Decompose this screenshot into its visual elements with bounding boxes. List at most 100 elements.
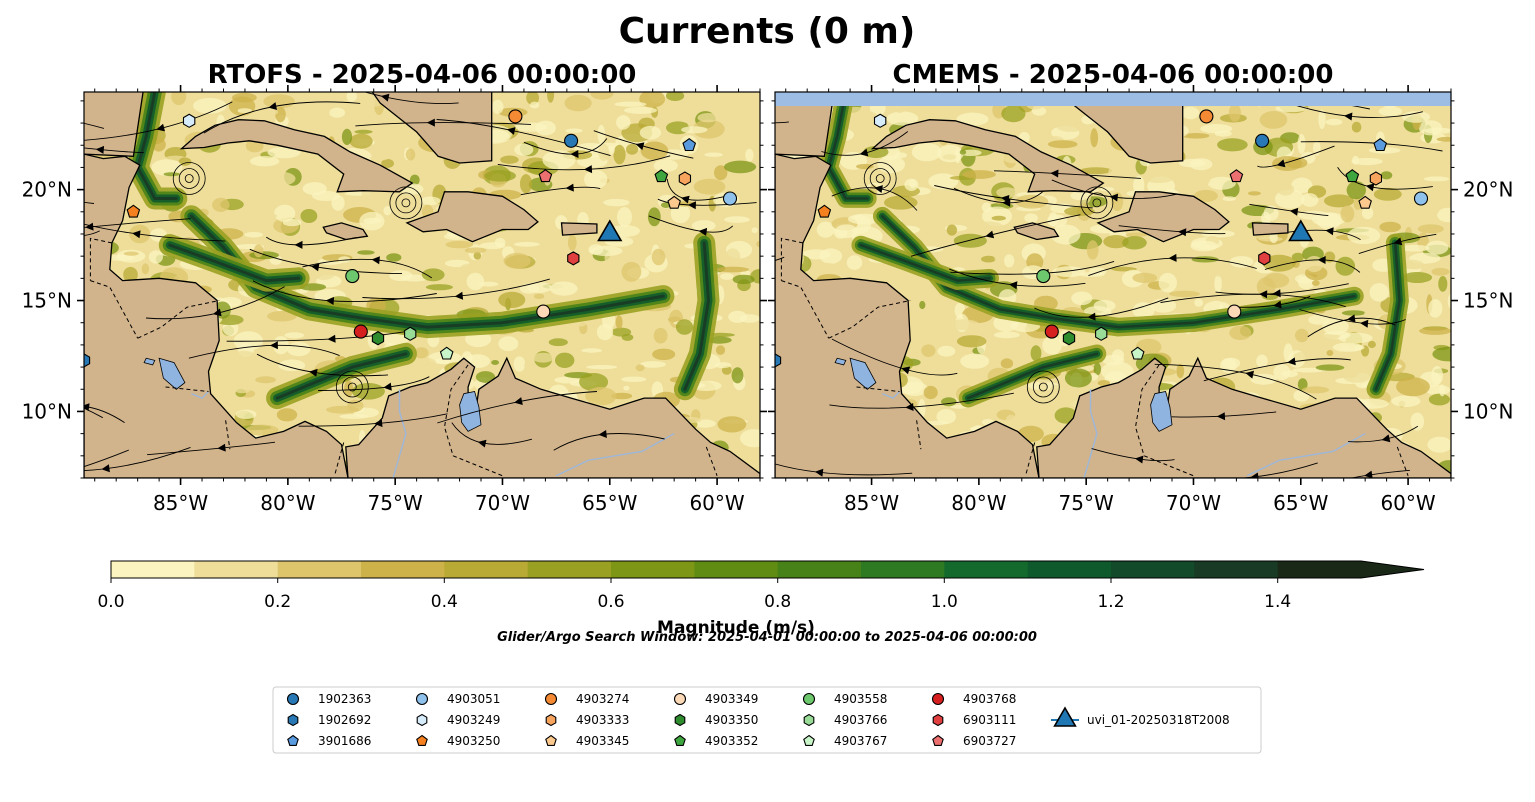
marker-4903249 [182, 113, 196, 128]
y-tick-label: 15°N [1463, 289, 1513, 313]
eddy [1092, 198, 1102, 208]
marker-4903766 [1095, 326, 1108, 341]
colorbar-tick-label: 1.0 [931, 592, 958, 612]
land-bahamas [1062, 92, 1184, 164]
marker-4903558 [1036, 269, 1051, 284]
lake-maracaibo [459, 391, 482, 432]
y-tick-label: 10°N [1463, 399, 1513, 423]
colorbar-tick-label: 1.4 [1264, 592, 1291, 612]
map-panel-rtofs: RTOFS - 2025-04-06 00:00:00 85°W 80°W 75°W… [22, 60, 767, 515]
land-masses [775, 92, 1451, 478]
panel-title-rtofs: RTOFS - 2025-04-06 00:00:00 [208, 60, 637, 90]
legend-label: 4903333 [576, 713, 629, 727]
river [882, 390, 901, 399]
country-border [334, 442, 345, 474]
eddy [863, 162, 897, 195]
eddy [335, 370, 369, 404]
legend-marker-4903274 [544, 692, 558, 706]
colorbar-segment [694, 561, 779, 578]
legend-item-1902692: 1902692 [287, 713, 371, 727]
eddy [1032, 376, 1054, 398]
legend-label: 6903111 [963, 713, 1016, 727]
legend-item-4903350: 4903350 [674, 713, 758, 727]
land-bahamas [371, 92, 493, 164]
marker-4903558 [345, 269, 360, 284]
x-tick-label: 60°W [1380, 491, 1435, 515]
marker-4903333 [678, 171, 692, 186]
marker-4903349 [536, 304, 551, 319]
marker-4903767 [439, 346, 454, 360]
legend-marker-1902363 [286, 692, 300, 706]
legend-item-4903352: 4903352 [674, 734, 758, 748]
country-border [225, 420, 231, 450]
river [555, 432, 675, 477]
colorbar-segment [777, 561, 862, 578]
colorbar-segment [527, 561, 612, 578]
legend-marker-1902692 [287, 713, 299, 727]
x-tick-label: 80°W [951, 491, 1006, 515]
eddy [347, 382, 357, 392]
legend-item-uvi_01-20250318T2008: uvi_01-20250318T2008 [1051, 706, 1230, 727]
legend-label: 4903558 [834, 692, 887, 706]
country-border [856, 386, 900, 392]
land-central-america [775, 153, 1040, 478]
land-south-america [345, 356, 760, 478]
legend-label: 4903767 [834, 734, 887, 748]
legend-marker-4903350 [674, 713, 686, 727]
marker-4903349 [1227, 304, 1242, 319]
legend-item-4903349: 4903349 [673, 692, 758, 706]
legend-item-3901686: 3901686 [287, 734, 371, 748]
x-tick-label: 75°W [1059, 491, 1114, 515]
panel-title-cmems: CMEMS - 2025-04-06 00:00:00 [893, 60, 1334, 90]
legend-item-4903250: 4903250 [416, 734, 500, 748]
land-yucatan-top [84, 92, 144, 157]
legend-label: 4903051 [447, 692, 500, 706]
marker-3901686 [682, 138, 697, 152]
map-field [775, 92, 1451, 478]
eddy [172, 162, 206, 195]
colorbar-tick-label: 0.8 [764, 592, 791, 612]
legend-label: 3901686 [318, 734, 371, 748]
colorbar-segment [1111, 561, 1195, 578]
marker-6903111 [1258, 251, 1271, 266]
no-data-strip [775, 92, 1451, 106]
legend-label: uvi_01-20250318T2008 [1087, 713, 1230, 727]
marker-3901686 [1373, 138, 1388, 152]
legend-marker-4903558 [802, 692, 816, 706]
legend-label: 4903766 [834, 713, 887, 727]
legend-label: 4903350 [705, 713, 758, 727]
y-tick-label: 15°N [22, 289, 72, 313]
legend-marker-6903727 [932, 734, 944, 746]
eddy [1026, 370, 1060, 404]
x-tick-label: 60°W [689, 491, 744, 515]
country-border [137, 300, 220, 339]
land-south-america [1036, 356, 1451, 478]
legend-item-4903051: 4903051 [415, 692, 500, 706]
marker-6903727 [1229, 169, 1244, 183]
legend-item-6903727: 6903727 [932, 734, 1016, 748]
colorbar-tick-label: 0.2 [264, 592, 291, 612]
marker-6903727 [538, 169, 553, 183]
legend-item-4903558: 4903558 [802, 692, 887, 706]
marker-4903051 [722, 191, 738, 206]
legend-item-4903767: 4903767 [803, 734, 887, 748]
marker-4903352 [1345, 169, 1360, 183]
x-tick-label: 65°W [1273, 491, 1328, 515]
marker-4903345 [667, 195, 681, 209]
legend-marker-4903345 [545, 734, 557, 746]
eddy [1086, 192, 1108, 214]
country-border [165, 386, 209, 392]
lake-maracaibo [1150, 391, 1173, 432]
legend-marker-4903250 [416, 734, 428, 746]
country-border [89, 237, 113, 281]
lake-nicaragua [158, 357, 186, 390]
marker-4903352 [654, 169, 669, 183]
eddy [401, 198, 411, 208]
marker-4903350 [371, 331, 385, 346]
legend-item-1902363: 1902363 [286, 692, 371, 706]
x-tick-label: 70°W [475, 491, 530, 515]
map-field [84, 92, 760, 478]
land-hispaniola [1096, 191, 1230, 243]
lake-managua [834, 357, 847, 366]
